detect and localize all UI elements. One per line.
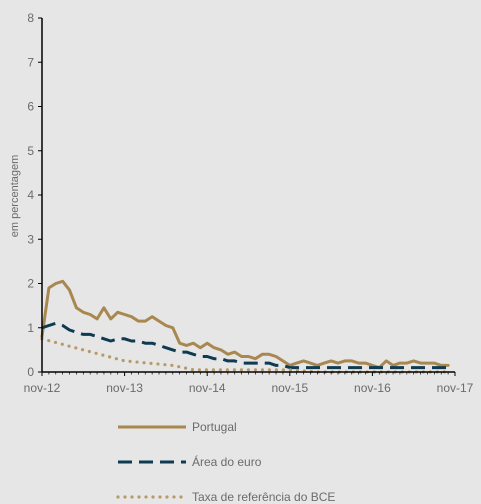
y-tick-label: 7	[27, 55, 34, 69]
legend-label-2: Taxa de referência do BCE	[192, 490, 335, 504]
x-tick-label: nov-12	[24, 381, 61, 395]
series-line-1	[41, 321, 449, 370]
y-tick-label: 1	[27, 321, 34, 335]
x-tick-label: nov-13	[106, 381, 143, 395]
legend-label-1: Área do euro	[192, 454, 262, 469]
x-tick-label: nov-16	[354, 381, 391, 395]
x-tick-label: nov-15	[271, 381, 308, 395]
legend-label-0: Portugal	[192, 420, 237, 434]
y-tick-label: 5	[27, 144, 34, 158]
x-axis: nov-12 nov-13 nov-14 nov-15 nov-16 nov-17	[24, 371, 474, 395]
y-tick-label: 6	[27, 100, 34, 114]
x-tick-label: nov-14	[189, 381, 226, 395]
y-tick-label: 0	[27, 365, 34, 379]
plot-area	[40, 279, 450, 374]
y-axis: 0 1 2 3 4 5 6 7 8	[27, 11, 43, 379]
y-tick-label: 8	[27, 11, 34, 25]
y-tick-label: 3	[27, 232, 34, 246]
y-axis-title: em percentagem	[9, 155, 21, 238]
x-tick-label: nov-17	[437, 381, 474, 395]
legend: Portugal Área do euro Taxa de referência d…	[116, 420, 335, 504]
y-tick-label: 2	[27, 277, 34, 291]
y-tick-label: 4	[27, 188, 34, 202]
